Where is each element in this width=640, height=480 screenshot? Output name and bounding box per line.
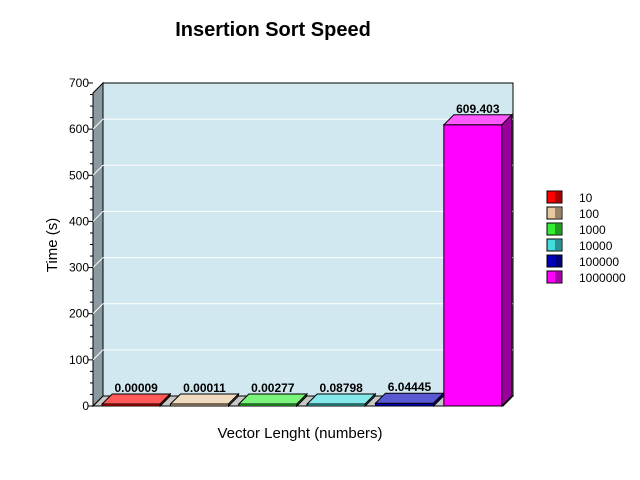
legend-swatch-shade: [555, 224, 561, 234]
legend-swatch-shade: [555, 272, 561, 282]
gridline-side: [92, 303, 104, 315]
bar-top: [237, 393, 309, 405]
bar-side: [364, 392, 376, 408]
bar-top: [374, 392, 445, 404]
gridline-side: [92, 72, 104, 84]
data-labels: 0.00009 0.00011 0.00277 0.08798 6.04445 609.4…: [114, 102, 499, 395]
bar-1000000: [442, 113, 514, 408]
legend-item-1000: 1000: [546, 222, 606, 237]
y-tick-label: 200: [69, 307, 89, 321]
legend-item-100000: 100000: [546, 254, 619, 269]
bar-top: [305, 393, 377, 405]
bar-10: [100, 392, 172, 408]
legend-label: 1000000: [579, 271, 626, 285]
gridline-side: [92, 118, 104, 130]
bar-side: [228, 392, 239, 408]
legend-item-100: 100: [546, 206, 599, 221]
y-tick-label: 300: [69, 261, 89, 275]
plot-left-wall: [92, 81, 104, 408]
bar-100000: [374, 392, 445, 408]
legend-label: 10: [579, 191, 593, 205]
bar-10000: [305, 392, 377, 408]
data-label: 0.00277: [251, 381, 295, 395]
bar-side: [501, 113, 513, 408]
legend-label: 10000: [579, 239, 613, 253]
gridline-side: [92, 257, 104, 268]
data-label: 0.00009: [114, 381, 158, 395]
data-label: 6.04445: [388, 380, 432, 394]
data-label: 0.00011: [183, 381, 226, 395]
bar-side: [296, 392, 308, 408]
bar-side: [159, 392, 171, 408]
legend-item-1000000: 1000000: [546, 270, 626, 285]
y-tick-label: 600: [69, 122, 89, 136]
bar-top: [100, 393, 172, 405]
chart-title: Insertion Sort Speed: [175, 19, 371, 41]
data-label: 609.403: [456, 102, 500, 116]
y-axis-label: Time (s): [44, 218, 61, 272]
bar-front: [443, 124, 503, 407]
x-axis-label: Vector Lenght (numbers): [217, 425, 382, 442]
legend: 10 100 1000 10000 100000 1000000: [546, 190, 626, 285]
legend-label: 100000: [579, 255, 619, 269]
bar-top: [442, 114, 514, 126]
data-label: 0.08798: [319, 381, 363, 395]
gridline-side: [92, 211, 104, 222]
y-tick-label: 0: [82, 399, 89, 413]
y-tick-label: 500: [69, 168, 89, 182]
gridline-side: [92, 349, 104, 361]
bar-top: [169, 393, 240, 405]
legend-item-10000: 10000: [546, 238, 613, 253]
legend-swatch-shade: [555, 192, 561, 202]
legend-label: 1000: [579, 223, 606, 237]
bar-100: [169, 392, 240, 408]
y-tick-label: 100: [69, 353, 89, 367]
y-tick-label: 400: [69, 214, 89, 228]
legend-swatch-shade: [555, 240, 561, 250]
legend-label: 100: [579, 207, 599, 221]
bar-1000: [237, 392, 309, 408]
legend-swatch-shade: [555, 208, 561, 218]
gridline-side: [92, 164, 104, 176]
legend-swatch-shade: [555, 256, 561, 266]
bars: [100, 113, 514, 408]
y-tick-label: 700: [69, 76, 89, 90]
legend-item-10: 10: [546, 190, 593, 205]
